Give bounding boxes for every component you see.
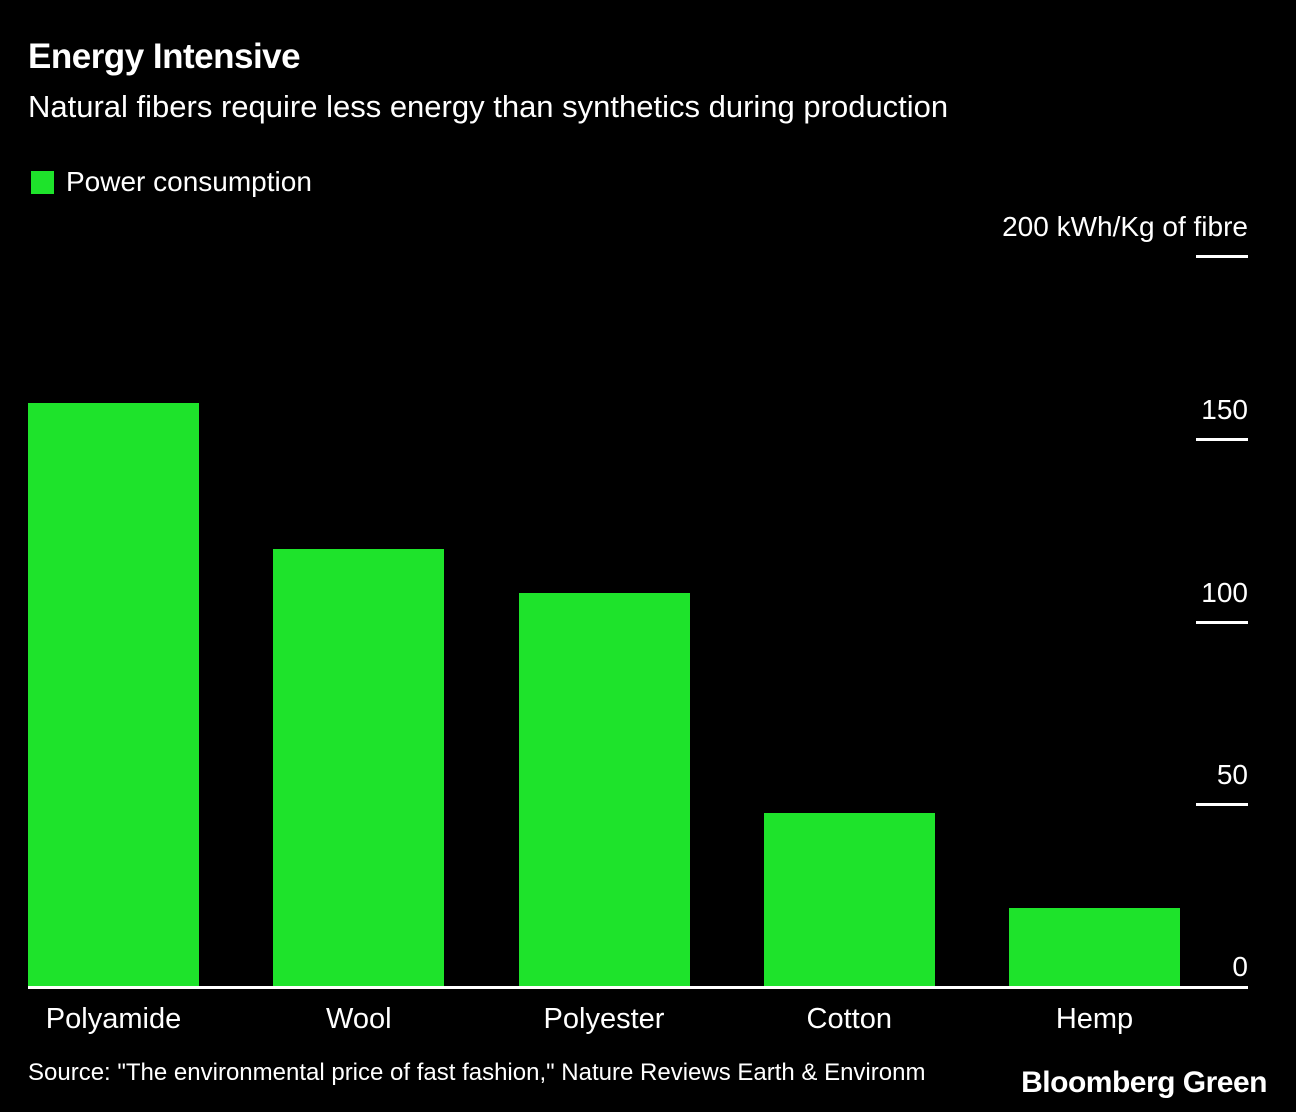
bar-polyester	[518, 593, 690, 988]
y-tick-mark-50	[1196, 803, 1248, 807]
source-text: Source: "The environmental price of fast…	[28, 1059, 926, 1086]
chart-title: Energy Intensive	[28, 37, 301, 76]
y-tick-label-50: 50	[1216, 759, 1248, 791]
chart-subtitle: Natural fibers require less energy than …	[28, 89, 949, 124]
x-category-label-cotton: Cotton	[806, 1003, 892, 1035]
legend-swatch	[31, 170, 54, 194]
bar-polyamide	[28, 403, 199, 988]
bar-hemp	[1009, 907, 1180, 988]
x-axis-line	[28, 986, 1248, 989]
y-tick-mark-150	[1196, 437, 1248, 441]
bar-cotton	[763, 812, 935, 988]
bar-wool	[273, 549, 445, 988]
legend: Power consumption	[31, 168, 312, 196]
y-tick-label-200: 200 kWh/Kg of fibre	[1002, 211, 1248, 242]
y-tick-label-100: 100	[1201, 576, 1248, 608]
y-tick-mark-100	[1196, 620, 1248, 624]
x-category-label-hemp: Hemp	[1055, 1003, 1134, 1035]
legend-label: Power consumption	[66, 166, 312, 197]
y-tick-label-150: 150	[1201, 393, 1248, 425]
bloomberg-green-logo: Bloomberg Green	[1007, 1066, 1267, 1100]
y-tick-label-0: 0	[1232, 951, 1248, 982]
x-category-label-polyester: Polyester	[543, 1003, 665, 1035]
x-category-label-polyamide: Polyamide	[45, 1003, 182, 1035]
y-tick-mark-200	[1196, 255, 1248, 258]
x-category-label-wool: Wool	[325, 1003, 392, 1035]
